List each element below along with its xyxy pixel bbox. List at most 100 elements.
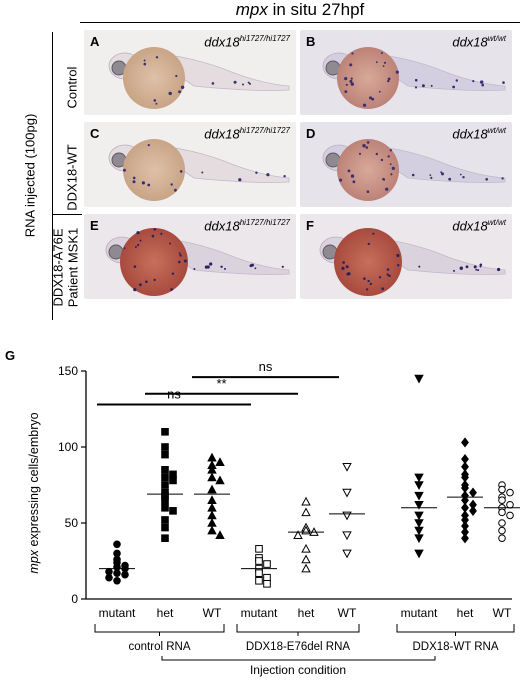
significance-label: **: [216, 376, 226, 391]
title-underline: [80, 22, 520, 23]
panel-g-letter: G: [5, 348, 16, 363]
mpx-cell-dot: [481, 83, 484, 87]
embryo-yolk: [120, 228, 188, 296]
mpx-cell-dot: [178, 252, 181, 255]
data-point: [414, 526, 424, 536]
genotype-label: ddx18wt/wt: [452, 218, 506, 233]
category-label: het: [457, 606, 474, 620]
data-point: [215, 457, 225, 466]
panel-letter: A: [90, 34, 100, 49]
data-point: [301, 507, 311, 517]
mpx-cell-dot: [480, 80, 484, 84]
data-point: [414, 500, 424, 510]
mpx-cell-dot: [396, 253, 400, 258]
mpx-cell-dot: [383, 61, 387, 64]
mpx-cell-dot: [151, 234, 155, 238]
data-point: [506, 500, 514, 509]
mpx-cell-dot: [366, 190, 370, 193]
mpx-cell-dot: [249, 264, 253, 268]
rna-bracket-line: [52, 32, 53, 320]
mpx-cell-dot: [160, 232, 163, 235]
mpx-cell-dot: [387, 155, 390, 158]
data-point: [207, 525, 217, 535]
mpx-cell-dot: [137, 243, 140, 247]
mpx-cell-dot: [477, 269, 480, 272]
mpx-cell-dot: [479, 263, 483, 267]
mpx-cell-dot: [462, 176, 465, 179]
mpx-cell-dot: [459, 173, 462, 176]
mpx-cell-dot: [414, 86, 418, 89]
data-point: [161, 428, 169, 436]
mpx-cell-dot: [395, 70, 399, 74]
data-point: [215, 530, 225, 539]
data-point: [498, 519, 506, 527]
data-point: [105, 573, 113, 582]
mpx-cell-dot: [349, 79, 353, 83]
mpx-cell-dot: [141, 181, 145, 185]
genotype-base: ddx18: [452, 126, 488, 142]
mpx-cell-dot: [501, 177, 504, 180]
genotype-superscript: hi1727/hi1727: [239, 34, 290, 43]
data-point: [207, 510, 217, 520]
data-point: [215, 475, 225, 485]
mpx-cell-dot: [134, 246, 137, 248]
data-point: [461, 533, 469, 544]
data-point: [161, 534, 169, 542]
mpx-cell-dot: [201, 171, 204, 174]
data-point: [414, 511, 424, 521]
data-point: [506, 511, 514, 520]
mpx-cell-dot: [378, 90, 381, 93]
mpx-cell-dot: [345, 83, 348, 86]
data-point: [498, 485, 506, 494]
data-point: [207, 484, 217, 494]
data-point: [169, 507, 177, 515]
mpx-cell-dot: [193, 268, 196, 270]
mpx-cell-dot: [380, 52, 383, 54]
mpx-cell-dot: [339, 178, 343, 182]
panel-letter: F: [306, 218, 314, 233]
panel-letter: B: [306, 34, 316, 49]
mpx-cell-dot: [365, 146, 369, 149]
row-separator: [52, 214, 82, 215]
mpx-cell-dot: [440, 171, 442, 174]
mpx-cell-dot: [387, 77, 391, 81]
data-point: [498, 534, 506, 542]
group-label: control RNA: [129, 641, 191, 653]
mpx-cell-dot: [452, 85, 455, 89]
mpx-cell-dot: [363, 277, 366, 280]
data-point: [255, 576, 263, 585]
category-label: WT: [493, 606, 512, 620]
embryo-tail: [356, 51, 506, 91]
data-point: [301, 543, 311, 553]
data-point: [342, 511, 352, 521]
mpx-cell-dot: [386, 268, 390, 271]
mpx-cell-dot: [139, 239, 142, 242]
mpx-cell-dot: [123, 247, 126, 249]
title-gene: mpx: [235, 0, 268, 19]
figure-title: mpx in situ 27hpf: [80, 0, 520, 20]
mpx-cell-dot: [465, 265, 469, 269]
data-point: [207, 452, 217, 462]
mpx-cell-dot: [171, 272, 175, 275]
data-point: [498, 508, 506, 517]
mpx-cell-dot: [365, 288, 369, 291]
mpx-cell-dot: [455, 79, 458, 82]
genotype-label: ddx18wt/wt: [452, 126, 506, 141]
mpx-cell-dot: [472, 80, 475, 83]
mpx-cell-dot: [168, 91, 172, 96]
group-label: DDX18-WT RNA: [412, 641, 498, 653]
mpx-cell-dot: [183, 259, 187, 263]
data-point: [469, 505, 477, 516]
data-point: [342, 462, 352, 472]
mpx-cell-dot: [346, 272, 350, 276]
mpx-cell-dot: [441, 172, 444, 176]
mpx-cell-dot: [350, 82, 354, 86]
data-point: [414, 481, 424, 490]
data-point: [498, 496, 506, 504]
y-axis-label-gene: mpx: [27, 549, 41, 573]
data-point: [293, 530, 303, 539]
mpx-cell-dot: [369, 282, 373, 286]
mpx-cell-dot: [145, 280, 148, 283]
